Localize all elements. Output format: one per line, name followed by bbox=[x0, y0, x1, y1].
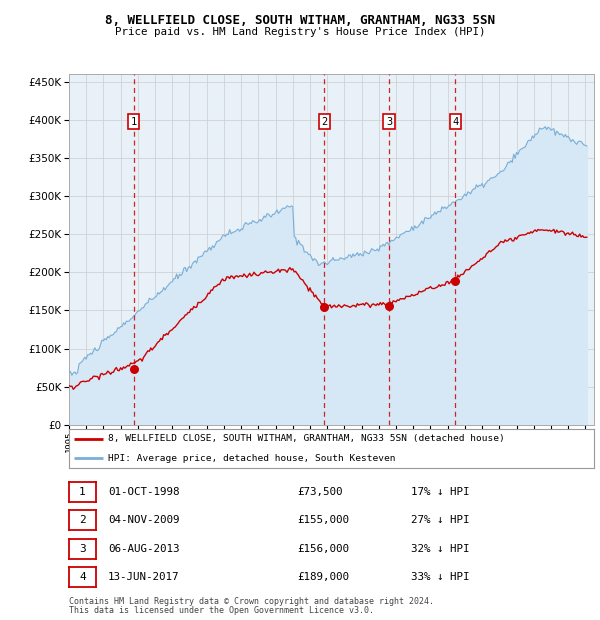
Text: 17% ↓ HPI: 17% ↓ HPI bbox=[411, 487, 469, 497]
Text: 8, WELLFIELD CLOSE, SOUTH WITHAM, GRANTHAM, NG33 5SN: 8, WELLFIELD CLOSE, SOUTH WITHAM, GRANTH… bbox=[105, 14, 495, 27]
Text: £73,500: £73,500 bbox=[297, 487, 343, 497]
Text: 13-JUN-2017: 13-JUN-2017 bbox=[108, 572, 179, 582]
Text: HPI: Average price, detached house, South Kesteven: HPI: Average price, detached house, Sout… bbox=[109, 454, 396, 463]
Text: Price paid vs. HM Land Registry's House Price Index (HPI): Price paid vs. HM Land Registry's House … bbox=[115, 27, 485, 37]
Text: 2: 2 bbox=[79, 515, 86, 525]
Text: 4: 4 bbox=[79, 572, 86, 582]
Text: £155,000: £155,000 bbox=[297, 515, 349, 525]
Text: This data is licensed under the Open Government Licence v3.0.: This data is licensed under the Open Gov… bbox=[69, 606, 374, 615]
Text: 01-OCT-1998: 01-OCT-1998 bbox=[108, 487, 179, 497]
Text: 3: 3 bbox=[79, 544, 86, 554]
Text: 1: 1 bbox=[130, 117, 137, 126]
Text: 4: 4 bbox=[452, 117, 458, 126]
Text: £189,000: £189,000 bbox=[297, 572, 349, 582]
Text: £156,000: £156,000 bbox=[297, 544, 349, 554]
Text: 8, WELLFIELD CLOSE, SOUTH WITHAM, GRANTHAM, NG33 5SN (detached house): 8, WELLFIELD CLOSE, SOUTH WITHAM, GRANTH… bbox=[109, 434, 505, 443]
Text: 33% ↓ HPI: 33% ↓ HPI bbox=[411, 572, 469, 582]
Text: 32% ↓ HPI: 32% ↓ HPI bbox=[411, 544, 469, 554]
Text: 27% ↓ HPI: 27% ↓ HPI bbox=[411, 515, 469, 525]
Text: 04-NOV-2009: 04-NOV-2009 bbox=[108, 515, 179, 525]
Text: 2: 2 bbox=[322, 117, 328, 126]
Text: 06-AUG-2013: 06-AUG-2013 bbox=[108, 544, 179, 554]
Text: Contains HM Land Registry data © Crown copyright and database right 2024.: Contains HM Land Registry data © Crown c… bbox=[69, 597, 434, 606]
Text: 3: 3 bbox=[386, 117, 392, 126]
Text: 1: 1 bbox=[79, 487, 86, 497]
